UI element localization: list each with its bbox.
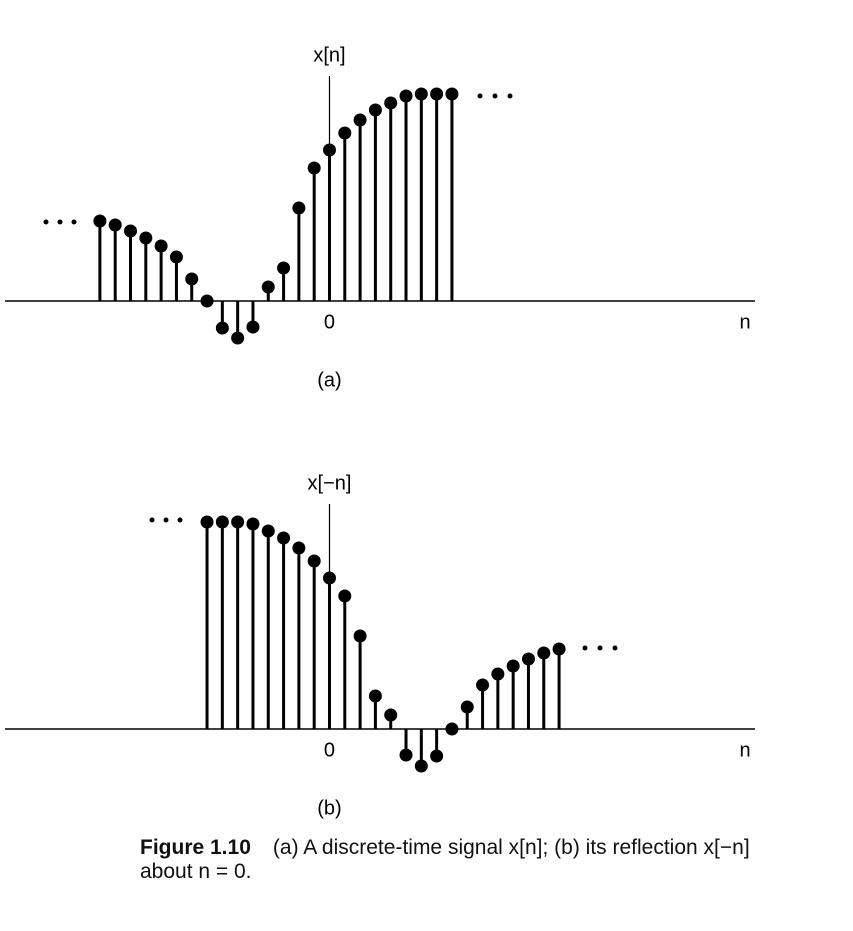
stem-marker — [430, 87, 444, 101]
panel-label: (b) — [317, 797, 341, 819]
stem-marker — [185, 272, 199, 286]
stem-marker — [368, 103, 382, 117]
stem-marker — [246, 320, 260, 334]
caption-text: (a) A discrete-time signal x[n]; (b) its… — [140, 836, 750, 883]
stem-marker — [322, 571, 336, 585]
panel-label: (a) — [317, 369, 341, 391]
stem-marker — [338, 126, 352, 140]
stem-marker — [353, 113, 367, 127]
x-axis-label: n — [739, 739, 750, 761]
stem-marker — [491, 667, 505, 681]
stem-marker — [353, 629, 367, 643]
stem-marker — [399, 748, 413, 762]
stem-marker — [414, 759, 428, 773]
stem-marker — [124, 224, 138, 238]
stem-marker — [384, 96, 398, 110]
x-axis-label: n — [739, 311, 750, 333]
stem-marker — [277, 531, 291, 545]
x-tick-label: 0 — [324, 311, 335, 333]
stem-marker — [215, 515, 229, 529]
stem-marker — [261, 524, 275, 538]
stem-marker — [215, 321, 229, 335]
stem-marker — [399, 89, 413, 103]
stem-marker — [292, 541, 306, 555]
stem-marker — [154, 239, 168, 253]
stem-marker — [552, 642, 566, 656]
stem-marker — [292, 201, 306, 215]
stem-marker — [384, 708, 398, 722]
stem-marker — [445, 87, 459, 101]
stem-marker — [430, 749, 444, 763]
y-axis-label: x[n] — [313, 44, 345, 66]
stem-marker — [277, 261, 291, 275]
stem-marker — [338, 589, 352, 603]
stem-marker — [200, 515, 214, 529]
stem-marker — [521, 652, 535, 666]
stem-marker — [246, 517, 260, 531]
caption-label: Figure 1.10 — [140, 836, 251, 859]
ellipsis — [43, 93, 618, 651]
stem-marker — [476, 678, 490, 692]
stem-marker — [261, 280, 275, 294]
stem-marker — [169, 250, 183, 264]
stem-marker — [506, 659, 520, 673]
stem-marker — [139, 231, 153, 245]
stem-marker — [93, 214, 107, 228]
stem-marker — [537, 646, 551, 660]
x-tick-label: 0 — [324, 739, 335, 761]
stem-marker — [231, 331, 245, 345]
figure: x[n] n (a) 0 x[−n] n (b) 0 — [5, 44, 755, 819]
stem-marker — [368, 689, 382, 703]
stem-marker — [307, 161, 321, 175]
caption: Figure 1.10 (a) A discrete-time signal x[… — [140, 836, 750, 884]
stem-marker — [108, 218, 122, 232]
stem-marker — [231, 515, 245, 529]
stem-marker — [414, 87, 428, 101]
stem-marker — [445, 722, 459, 736]
stem-marker — [307, 554, 321, 568]
stem-marker — [460, 700, 474, 714]
stem-marker — [200, 294, 214, 308]
y-axis-label: x[−n] — [308, 472, 352, 494]
stem-marker — [322, 143, 336, 157]
